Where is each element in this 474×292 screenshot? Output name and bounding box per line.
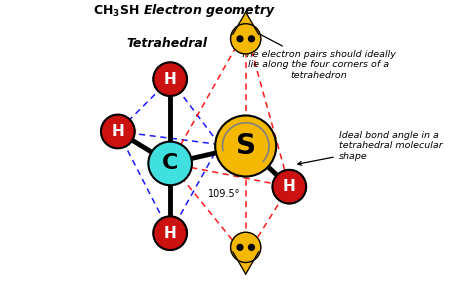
Circle shape [248, 36, 255, 42]
Circle shape [215, 115, 276, 177]
Text: H: H [111, 124, 124, 139]
Circle shape [153, 216, 187, 250]
Circle shape [231, 24, 261, 54]
Circle shape [237, 36, 243, 42]
Text: Tetrahedral: Tetrahedral [127, 37, 208, 50]
Circle shape [231, 232, 261, 263]
Text: Ideal bond angle in a
tetrahedral molecular
shape: Ideal bond angle in a tetrahedral molecu… [298, 131, 442, 165]
Polygon shape [233, 12, 258, 34]
Text: $\mathbf{CH_3SH}$ Electron geometry: $\mathbf{CH_3SH}$ Electron geometry [93, 2, 276, 19]
Polygon shape [233, 252, 258, 274]
Circle shape [148, 142, 192, 185]
Text: H: H [283, 179, 296, 194]
Circle shape [101, 115, 135, 148]
Circle shape [248, 244, 255, 250]
Text: S: S [236, 132, 255, 160]
Text: C: C [162, 153, 178, 173]
Text: H: H [164, 72, 176, 87]
Text: H: H [164, 226, 176, 241]
Text: 109.5°: 109.5° [208, 189, 240, 199]
Circle shape [273, 170, 306, 204]
Circle shape [153, 62, 187, 96]
Text: The electron pairs should ideally
lie along the four corners of a
tetrahedron: The electron pairs should ideally lie al… [241, 32, 396, 80]
Circle shape [237, 244, 243, 250]
